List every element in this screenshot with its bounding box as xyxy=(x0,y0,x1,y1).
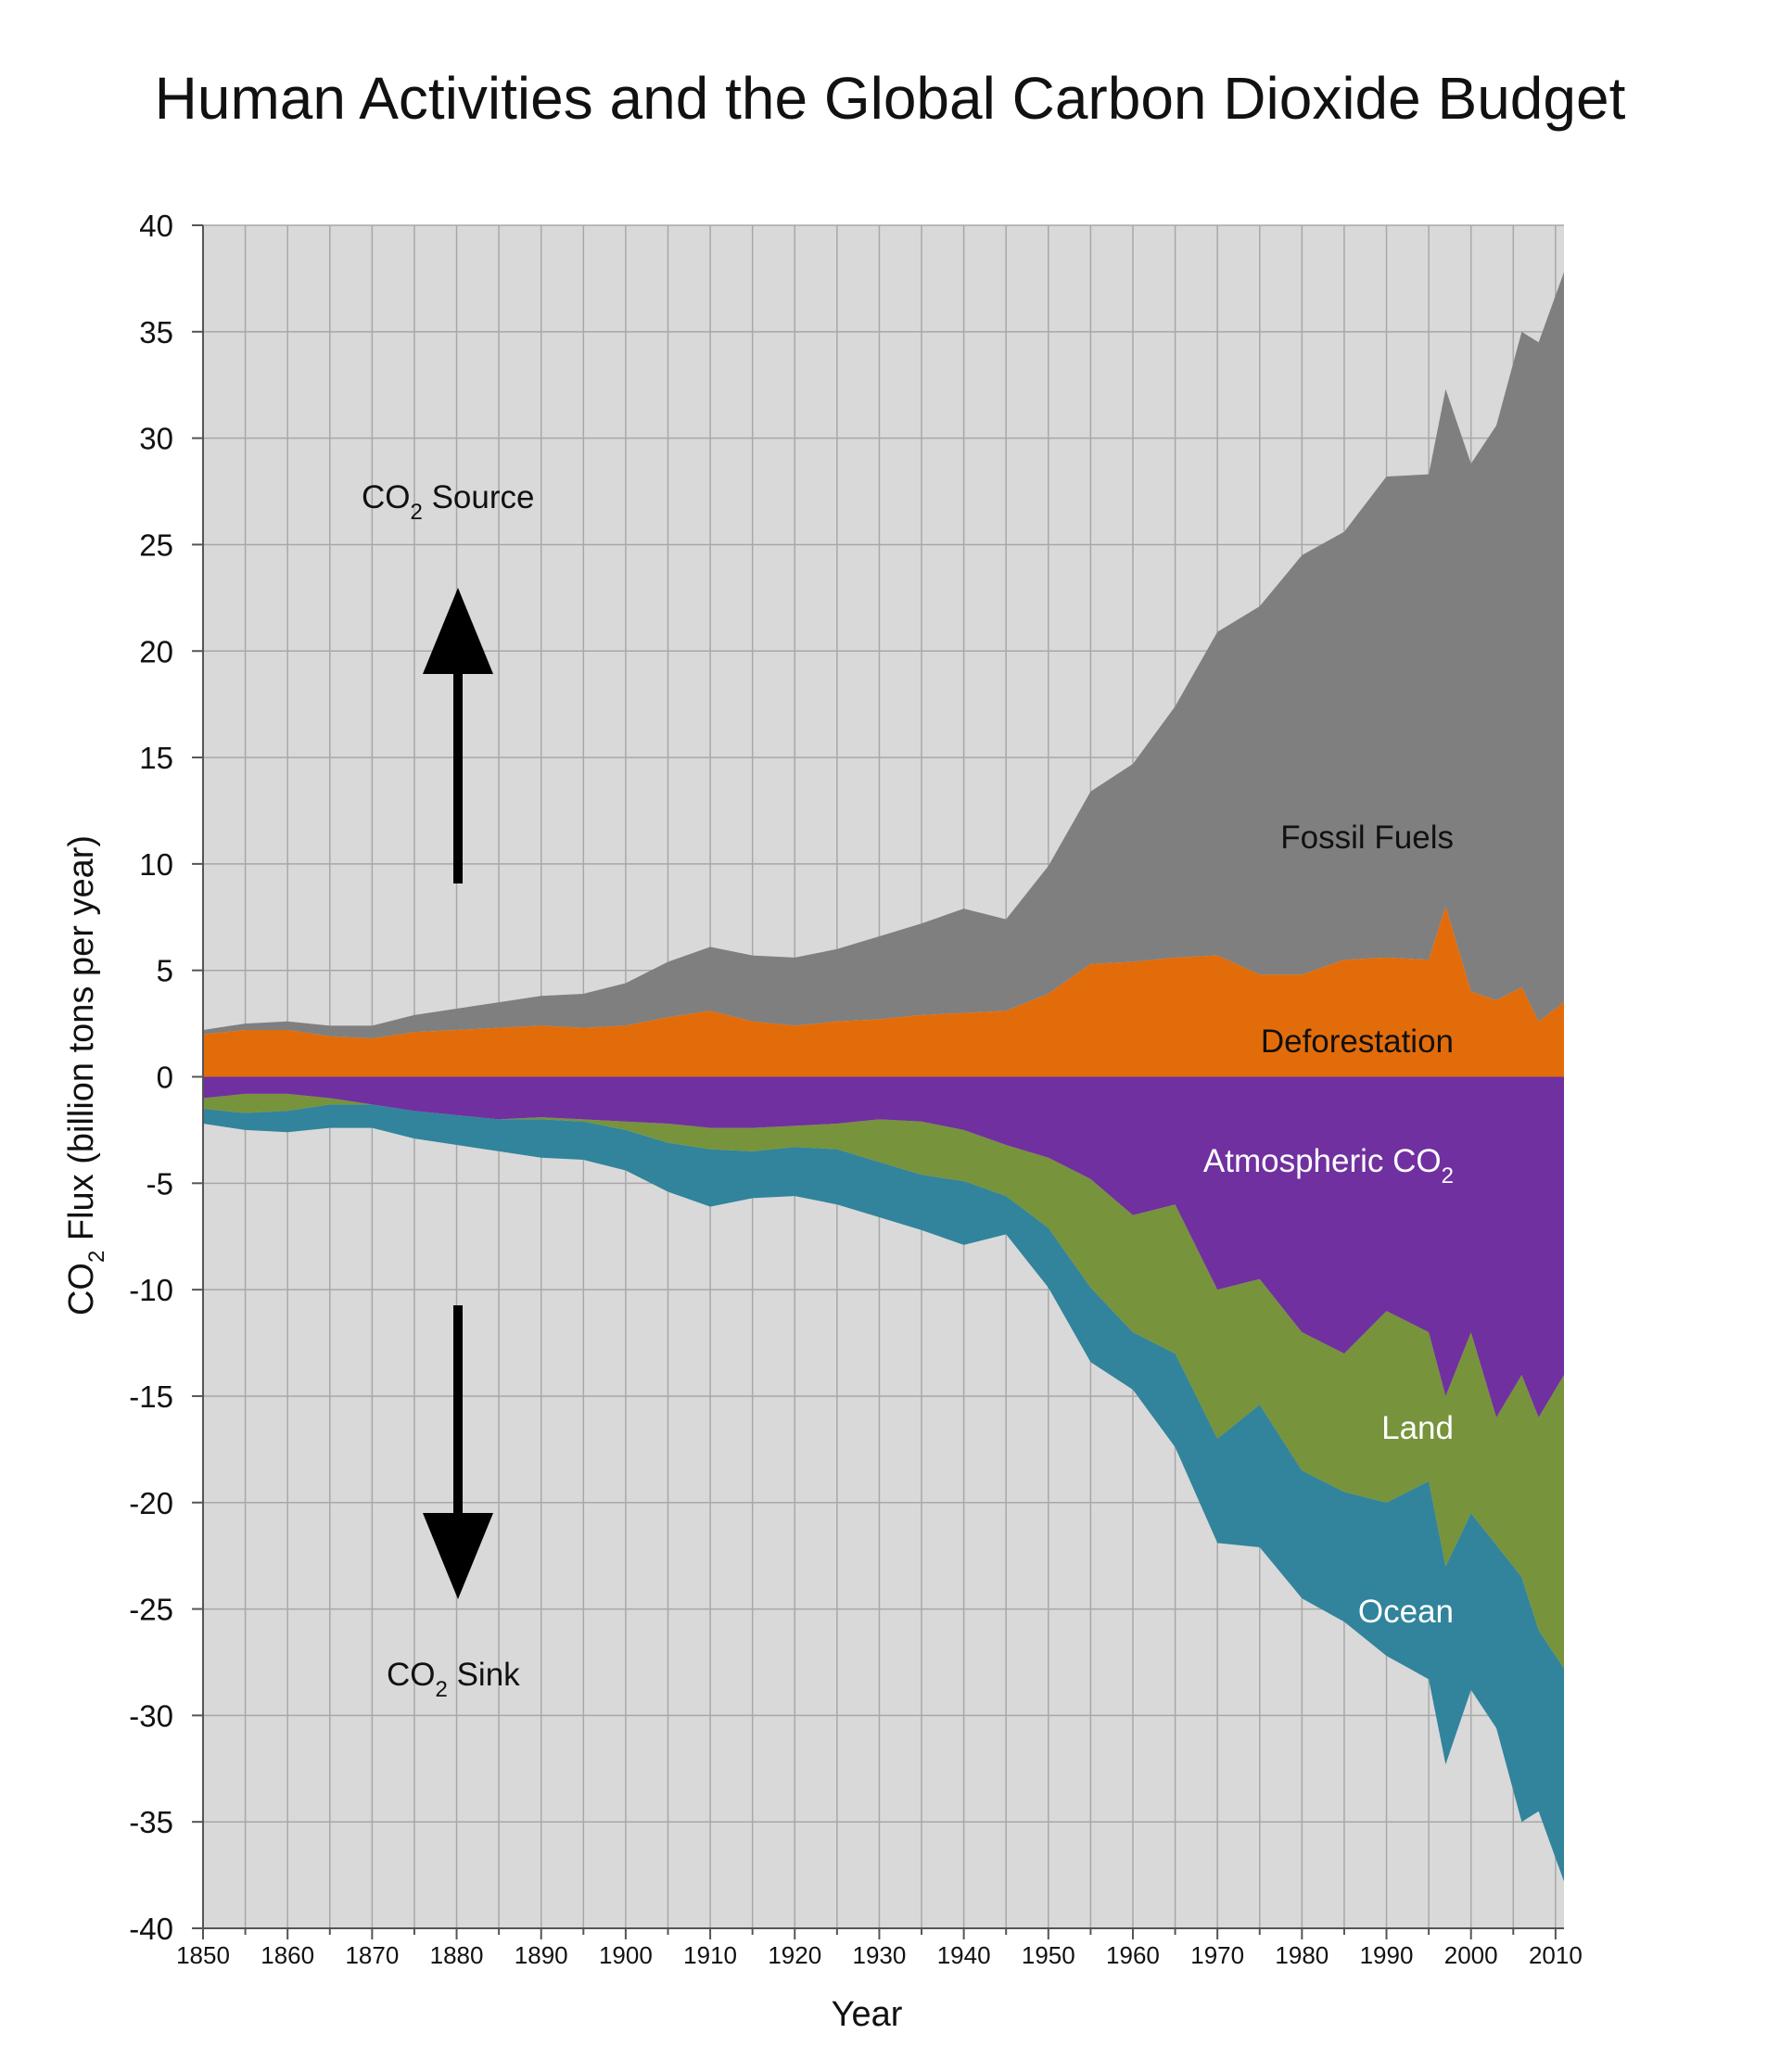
label-deforestation: Deforestation xyxy=(1261,1023,1454,1060)
y-tick-label: -35 xyxy=(129,1805,173,1839)
y-tick-label: -15 xyxy=(129,1379,173,1414)
x-tick-label: 1880 xyxy=(430,1941,484,1969)
x-axis-label: Year xyxy=(832,1995,903,2034)
y-tick-label: -5 xyxy=(146,1166,173,1201)
y-tick-label: -30 xyxy=(129,1698,173,1733)
x-tick-label: 1970 xyxy=(1190,1941,1244,1969)
y-tick-label: -20 xyxy=(129,1486,173,1520)
x-tick-label: 1950 xyxy=(1022,1941,1075,1969)
areas xyxy=(203,272,1564,1882)
y-tick-label: 25 xyxy=(139,528,173,562)
label-land: Land xyxy=(1381,1410,1454,1446)
y-tick-label: -10 xyxy=(129,1273,173,1307)
area-fossil-fuels xyxy=(203,272,1564,1039)
y-tick-label: 10 xyxy=(139,847,173,882)
sink-arrow xyxy=(423,1305,493,1599)
x-tick-label: 1870 xyxy=(345,1941,399,1969)
source-arrow xyxy=(423,588,493,883)
y-tick-label: -25 xyxy=(129,1593,173,1627)
x-tick-label: 1900 xyxy=(599,1941,653,1969)
label-co2-sink: CO2 Sink xyxy=(387,1657,520,1702)
y-tick-label: 30 xyxy=(139,422,173,456)
label-co2-source: CO2 Source xyxy=(362,479,534,525)
y-tick-label: -40 xyxy=(129,1912,173,1946)
y-tick-label: 35 xyxy=(139,315,173,350)
x-tick-label: 1910 xyxy=(683,1941,737,1969)
x-tick-label: 2000 xyxy=(1444,1941,1498,1969)
label-fossil-fuels: Fossil Fuels xyxy=(1280,820,1454,856)
y-tick-label: 15 xyxy=(139,741,173,775)
area-deforestation xyxy=(203,906,1564,1077)
label-atmospheric-co2: Atmospheric CO2 xyxy=(1203,1143,1454,1189)
x-tick-label: 1920 xyxy=(768,1941,821,1969)
x-tick-label: 1940 xyxy=(937,1941,991,1969)
x-tick-label: 1930 xyxy=(853,1941,907,1969)
y-tick-label: 0 xyxy=(157,1061,173,1095)
axes xyxy=(192,224,1564,1939)
area-land xyxy=(203,1093,1564,1669)
x-tick-label: 1990 xyxy=(1360,1941,1414,1969)
y-tick-label: 40 xyxy=(139,209,173,243)
x-tick-labels: 1850 1860 1870 1880 1890 1900 1910 1920 1930 1940… xyxy=(176,1941,1583,1969)
y-tick-label: 20 xyxy=(139,634,173,668)
chart-title: Human Activities and the Global Carbon D… xyxy=(155,65,1626,132)
x-tick-label: 1980 xyxy=(1275,1941,1329,1969)
y-axis-label: CO2 Flux (billion tons per year) xyxy=(62,835,109,1316)
y-tick-label: 5 xyxy=(157,954,173,988)
x-tick-label: 1960 xyxy=(1106,1941,1160,1969)
area-ocean xyxy=(203,1104,1564,1882)
area-atmospheric xyxy=(203,1076,1564,1417)
x-tick-label: 1860 xyxy=(261,1941,314,1969)
x-tick-label: 2010 xyxy=(1529,1941,1583,1969)
x-tick-label: 1890 xyxy=(515,1941,568,1969)
y-tick-labels: 40 35 30 25 20 15 10 5 0 -5 -10 -15 -20 -25 -30 -35 -40 xyxy=(129,209,173,1946)
x-tick-label: 1850 xyxy=(176,1941,230,1969)
label-ocean: Ocean xyxy=(1358,1594,1454,1630)
